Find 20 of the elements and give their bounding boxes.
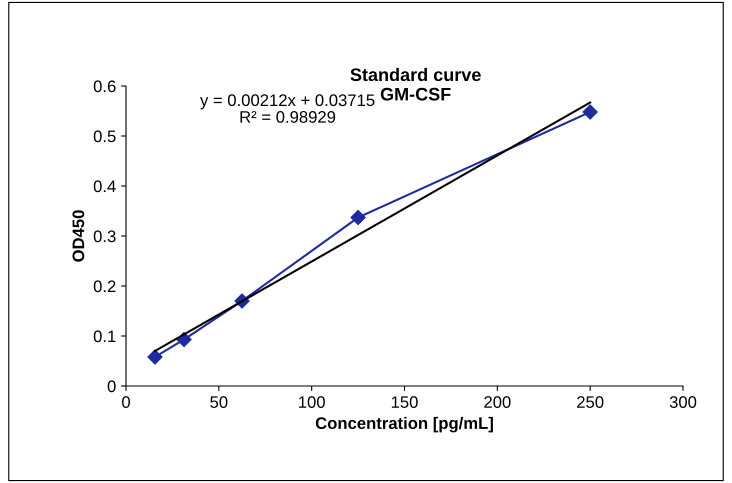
y-tick-label: 0.1: [94, 330, 116, 342]
y-tick-label: 0.4: [94, 180, 116, 192]
annotation: y = 0.00212x + 0.03715 R² = 0.98929: [200, 94, 374, 123]
y-tick-label: 0.3: [94, 230, 116, 242]
point: [350, 210, 366, 226]
x-tick-label: 50: [210, 396, 228, 408]
x-tick-label: 0: [122, 396, 130, 408]
y-tick-label: 0.5: [94, 130, 116, 142]
point: [147, 349, 163, 365]
x-tick-label: 200: [484, 396, 511, 408]
x-axis-title: Concentration [pg/mL]: [316, 416, 493, 432]
x-tick-label: 150: [392, 396, 418, 408]
x-tick-label: 100: [299, 396, 325, 408]
x-tick-label: 300: [670, 396, 696, 408]
point: [582, 104, 598, 120]
x-tick-label: 250: [577, 396, 604, 408]
y-tick-label: 0.6: [94, 80, 116, 92]
y-tick-label: 0.2: [94, 280, 116, 292]
y-axis-title: OD450: [72, 210, 84, 262]
y-tick-label: 0: [108, 380, 116, 392]
